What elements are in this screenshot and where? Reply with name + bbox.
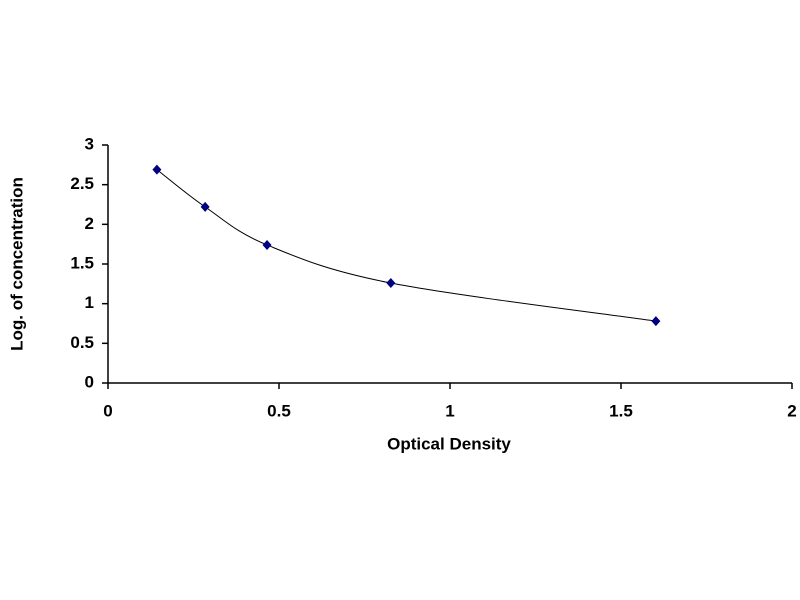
y-axis-title: Log. of concentration: [7, 177, 26, 351]
y-tick-label: 2.5: [70, 174, 94, 193]
x-axis-title: Optical Density: [387, 434, 511, 453]
y-tick-label: 0: [85, 372, 94, 391]
x-tick-label: 0: [103, 401, 112, 420]
data-point: [200, 201, 210, 212]
fit-line: [156, 169, 656, 322]
x-tick-label: 1.5: [609, 401, 633, 420]
data-point: [152, 164, 162, 175]
y-tick-label: 1: [85, 293, 94, 312]
data-point: [651, 316, 661, 327]
y-tick-label: 1.5: [70, 253, 94, 272]
y-tick-label: 0.5: [70, 333, 94, 352]
data-point: [386, 278, 396, 289]
y-tick-label: 2: [85, 214, 94, 233]
x-tick-label: 0.5: [267, 401, 291, 420]
x-tick-label: 2: [787, 401, 796, 420]
x-tick-label: 1: [445, 401, 454, 420]
y-tick-label: 3: [85, 134, 94, 153]
data-point: [262, 239, 272, 250]
